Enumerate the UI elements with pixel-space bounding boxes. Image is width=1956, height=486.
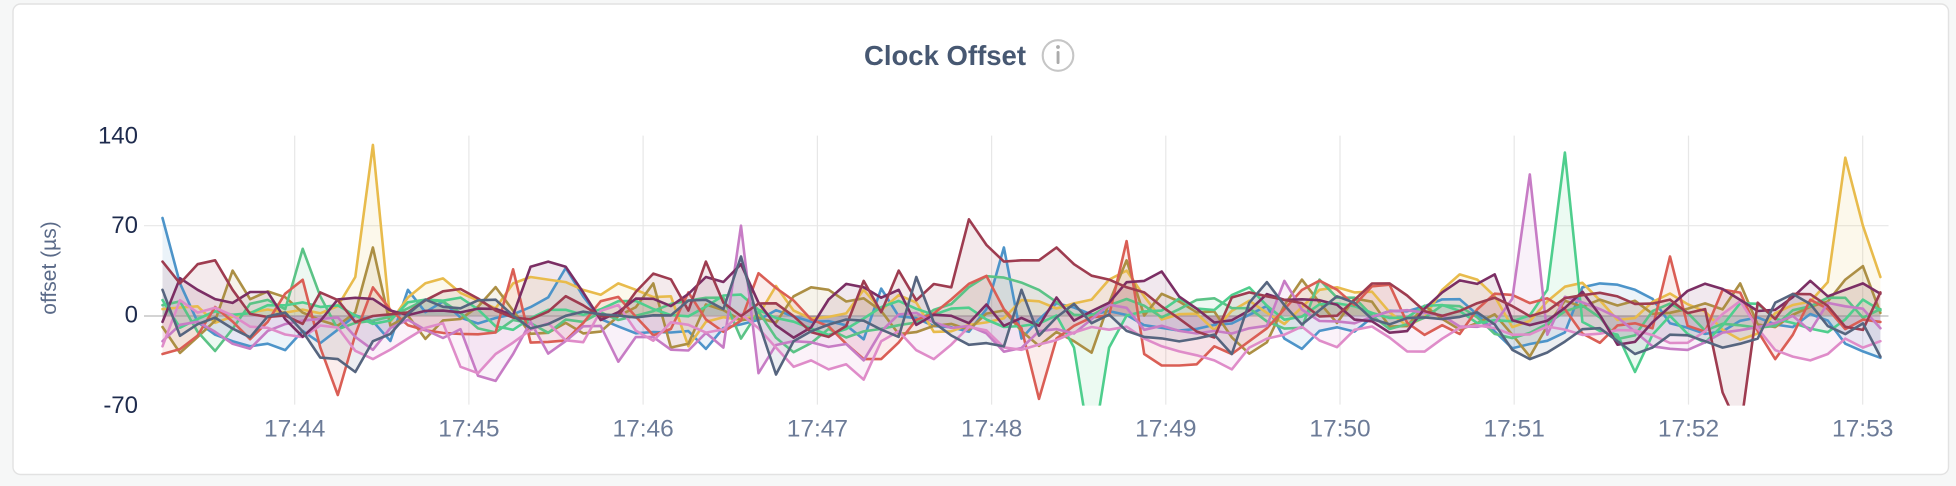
svg-text:offset (µs): offset (µs) (38, 221, 61, 314)
svg-text:17:44: 17:44 (264, 416, 325, 443)
svg-text:140: 140 (98, 123, 138, 150)
svg-text:17:49: 17:49 (1135, 416, 1196, 443)
svg-text:17:52: 17:52 (1658, 416, 1719, 443)
svg-text:0: 0 (125, 302, 138, 329)
svg-text:17:47: 17:47 (787, 416, 848, 443)
svg-text:17:51: 17:51 (1484, 416, 1545, 443)
svg-text:-70: -70 (103, 392, 138, 419)
svg-text:17:48: 17:48 (961, 416, 1022, 443)
svg-text:17:46: 17:46 (612, 416, 673, 443)
svg-text:17:53: 17:53 (1832, 416, 1893, 443)
svg-text:17:50: 17:50 (1309, 416, 1370, 443)
svg-text:17:45: 17:45 (438, 416, 499, 443)
svg-text:70: 70 (111, 212, 138, 239)
svg-text:Clock Offset: Clock Offset (864, 40, 1026, 71)
